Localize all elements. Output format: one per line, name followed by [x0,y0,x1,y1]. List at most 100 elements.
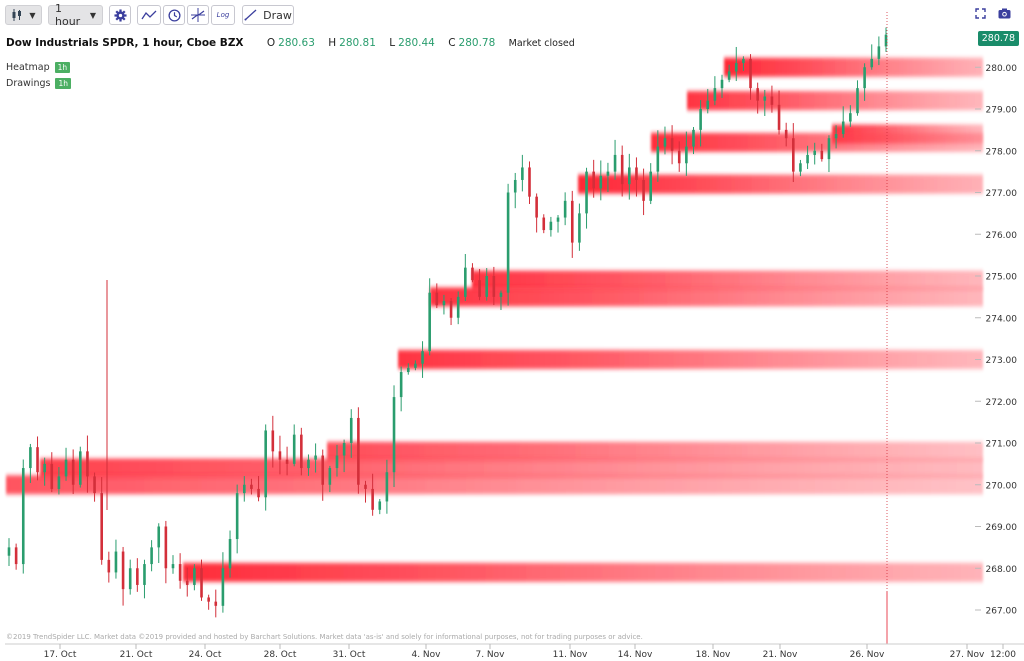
candle [478,268,481,301]
candle-body [278,451,282,460]
candle-body [121,551,125,590]
draw-label: Draw [263,8,292,22]
candle [827,135,831,173]
draw-button[interactable]: Draw [242,5,294,25]
candle [100,477,103,565]
candle-body [834,134,838,139]
candle-body [43,463,46,473]
candle-body [535,196,538,218]
candle-body [528,167,531,197]
candle [806,145,809,170]
heatmap-band [430,287,983,307]
candle [357,407,360,494]
x-tick-label: 7. Nov [475,650,505,660]
layer-heatmap[interactable]: Heatmap 1h [6,62,71,73]
heatmap-band-rect [687,91,983,111]
heatmap-band [472,270,983,290]
candle [264,424,267,511]
candle [856,80,859,116]
fullscreen-icon[interactable] [975,8,986,19]
indicator-icon [141,10,157,20]
candle-body [242,484,246,494]
candle-body [342,443,346,456]
candle-body [841,121,845,135]
candle-body [606,171,610,176]
candle [50,452,54,493]
log-label: Log [216,11,230,19]
candle-body [563,200,567,218]
candle [178,553,182,589]
candle-body [799,163,802,172]
y-tick-label: 268.00 [986,565,1018,575]
open-label: O [266,37,276,49]
candle [535,193,538,233]
candle [841,106,845,138]
candle [635,157,638,197]
candle [71,449,75,494]
candle [378,499,382,515]
interval-select[interactable]: 1 hour ▼ [48,2,103,28]
candle [300,427,303,476]
heatmap-band [398,350,983,369]
candle [143,559,146,599]
chart-type-button[interactable]: ▼ [5,5,42,25]
layer-drawings[interactable]: Drawings 1h [6,78,71,89]
candle-body [143,564,146,585]
candle-body [813,150,816,155]
heatmap-band-rect [398,350,983,369]
heatmap-band [327,441,983,461]
candle-body [14,547,18,565]
candle [677,141,681,172]
candle-body [228,539,232,569]
candle-body [884,34,888,47]
candle [414,360,417,371]
clock-button[interactable] [163,5,185,25]
candle [93,472,96,502]
candle-body [464,267,467,297]
candle [257,475,260,502]
candle [150,540,153,572]
candle [492,266,496,306]
candle-body [292,434,296,464]
candle [863,63,866,101]
candle-body [592,171,595,189]
candle-body [107,559,111,573]
log-scale-button[interactable]: Log [211,5,235,25]
x-tick-label: 21. Oct [120,650,153,660]
candle-body [756,88,759,101]
candle-body [549,221,553,231]
open-value: 280.63 [278,37,315,49]
x-tick-label: 12:00 [990,650,1016,660]
crosshair-button[interactable] [187,5,209,25]
heatmap-layer [6,57,983,582]
heatmap-band [40,458,983,478]
candle-body [720,79,724,89]
candle-body [663,138,667,147]
candle [86,435,89,493]
candle [349,409,353,458]
candle-body [492,276,496,297]
candle [813,142,816,165]
candle-body [150,547,153,565]
candle-body [478,280,481,297]
candle-body [613,154,617,172]
indicators-button[interactable] [137,5,161,25]
y-tick-label: 267.00 [986,607,1018,617]
candle [335,444,339,477]
candle-body [827,138,831,160]
candle [328,465,332,493]
clock-icon [167,8,181,22]
candle-body [314,455,317,460]
candle-body [328,468,332,485]
low-label: L [389,37,396,49]
low-value: 280.44 [398,37,435,49]
candle [799,159,802,177]
settings-button[interactable] [109,5,131,25]
candle-body [692,129,695,147]
camera-icon[interactable] [998,8,1011,19]
candle-body [628,167,631,185]
chevron-down-icon: ▼ [89,10,96,20]
candle [385,459,389,514]
y-tick-label: 276.00 [986,231,1018,241]
